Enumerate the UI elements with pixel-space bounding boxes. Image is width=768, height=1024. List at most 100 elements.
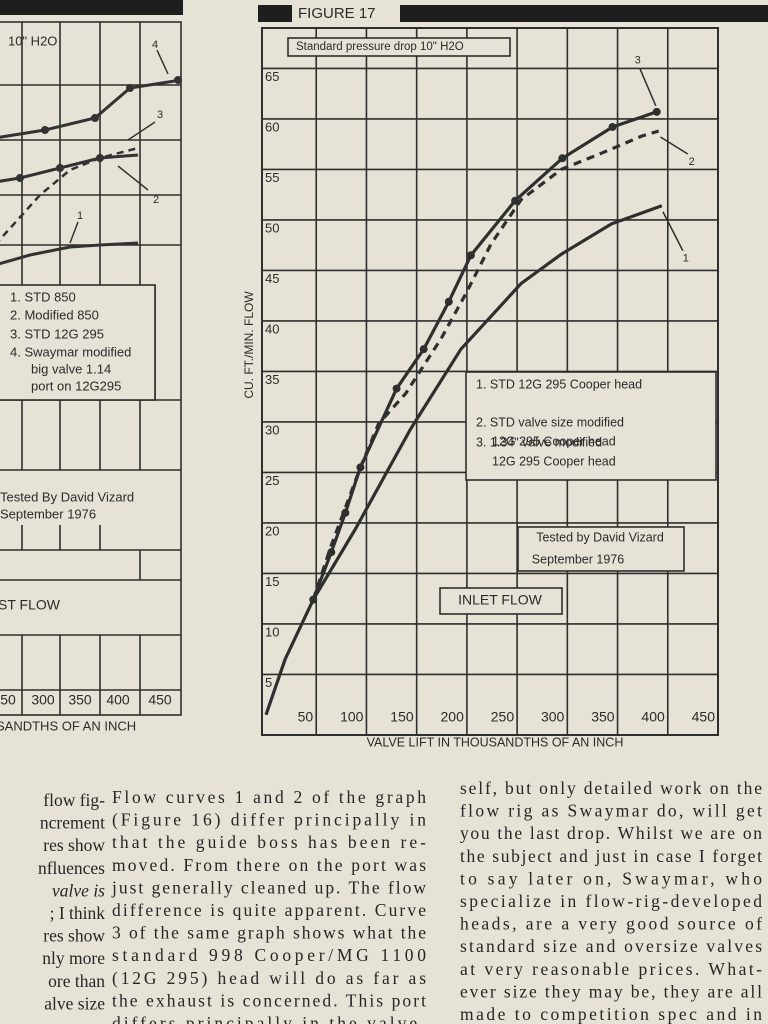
body-line: ; I think — [50, 903, 106, 923]
body-line: that the guide boss has been re- — [112, 832, 426, 852]
y-axis-label: CU. FT./MIN. FLOW — [242, 291, 256, 399]
body-line: at very reasonable prices. What- — [460, 959, 762, 979]
legend-entry: 4. Swaymar modified — [10, 344, 131, 359]
figure-16 — [0, 0, 183, 716]
curve-arrow — [659, 136, 689, 155]
y-tick-label: 20 — [265, 523, 279, 538]
body-line: ncrement — [40, 813, 105, 833]
data-point — [356, 463, 365, 472]
figure-16-header-bar — [0, 0, 183, 15]
x-tick-label: 250 — [491, 709, 515, 725]
chart-title: FIGURE 17 — [298, 5, 376, 22]
x-tick-label: 50 — [298, 709, 314, 725]
body-line: valve is — [52, 880, 105, 900]
curve-label: 4 — [152, 39, 158, 51]
figure-16-texts: 10" H2O 4 3 2 1 1. STD 850 2. Modified 8… — [0, 33, 172, 733]
body-line: differs principally in the valve- — [112, 1013, 426, 1024]
figure-16-note-box — [0, 480, 155, 525]
x-tick-label: 300 — [541, 709, 565, 725]
figure-16-frame — [0, 21, 182, 716]
x-tick-label: 400 — [641, 709, 665, 725]
data-point — [341, 508, 350, 517]
figure-16-curve — [0, 241, 139, 266]
legend-entry: 1. STD 850 — [10, 289, 76, 304]
body-line: moved. From there on the port was — [112, 855, 426, 875]
figure-16-curve — [0, 146, 139, 242]
figure-header-bar — [400, 5, 768, 22]
body-line: standard size and oversize valves — [460, 936, 762, 956]
figure-16-marker — [96, 154, 104, 162]
body-line: standard 998 Cooper/MG 1100 — [112, 945, 426, 965]
body-line: difference is quite apparent. Curve — [112, 900, 426, 920]
data-point — [392, 384, 401, 393]
curve-label: 2 — [689, 156, 695, 168]
subtitle-box — [287, 37, 511, 57]
x-axis-label: VALVE LIFT IN THOUSANDTHS OF AN INCH — [367, 735, 624, 749]
x-tick-label: 350 — [68, 692, 92, 708]
legend-entry: 1. STD 12G 295 Cooper head — [476, 377, 642, 391]
body-line: ever size they may be, they are all — [460, 981, 762, 1001]
x-tick-label: 350 — [591, 709, 615, 725]
body-line: (12G 295) head will do as far as — [112, 968, 426, 988]
body-line: specialize in flow-rig-developed — [460, 891, 762, 911]
y-tick-label: 15 — [265, 574, 279, 589]
body-line: 3 of the same graph shows what the — [112, 923, 426, 943]
y-tick-label: 25 — [265, 473, 279, 488]
y-tick-label: 60 — [265, 119, 279, 134]
y-tick-label: 30 — [265, 422, 279, 437]
legend-entry: 3. 1.34" valve modified — [476, 435, 602, 449]
legend-entry: 12G 295 Cooper head — [492, 434, 616, 448]
figure-16-curve — [0, 78, 182, 139]
chart: 5 10 15 20 25 30 35 40 45 50 55 60 65 50 100 150 200 250 3… — [242, 27, 719, 749]
test-date: September 1976 — [0, 506, 96, 521]
data-point — [327, 548, 336, 557]
curve-arrow — [662, 211, 684, 252]
legend-entry: port on 12G295 — [31, 378, 121, 393]
flow-label-box — [439, 587, 563, 615]
tested-by: Tested by David Vizard — [536, 530, 664, 544]
y-tick-label: 50 — [265, 220, 279, 235]
test-date: September 1976 — [532, 552, 624, 566]
body-line: made to competition spec and in — [460, 1004, 762, 1024]
body-line: flow rig as Swaymar do, will get — [460, 801, 762, 821]
figure-header-block — [258, 5, 292, 22]
data-point — [511, 196, 520, 205]
arrow — [117, 165, 149, 191]
data-point — [466, 251, 475, 260]
y-tick-label: 45 — [265, 271, 279, 286]
x-tick-label: 300 — [31, 692, 55, 708]
body-line: nfluences — [38, 858, 105, 878]
curve-arrow — [639, 68, 657, 107]
body-line: nly more — [42, 948, 105, 968]
body-line: to say later on, Swaymar, who — [460, 868, 762, 888]
y-tick-label: 40 — [265, 321, 279, 336]
figure-16-marker — [174, 76, 182, 84]
series-line — [311, 110, 658, 601]
flow-label: INLET FLOW — [458, 592, 543, 608]
data-point — [444, 297, 453, 306]
figure-16-marker — [16, 174, 24, 182]
tested-by: Tested By David Vizard — [0, 489, 134, 504]
figure-16-marker — [41, 126, 49, 134]
y-tick-label: 10 — [265, 624, 279, 639]
body-line: the subject and just in case I forget — [460, 846, 762, 866]
y-tick-label: 55 — [265, 170, 279, 185]
body-line: flow fig- — [43, 790, 105, 810]
body-line: alve size — [44, 993, 105, 1013]
curve-label: 3 — [635, 55, 641, 67]
flow-label: ST FLOW — [0, 597, 61, 613]
body-line: Flow curves 1 and 2 of the graph — [112, 787, 426, 807]
x-tick-label: 450 — [692, 709, 716, 725]
x-axis-label: SANDTHS OF AN INCH — [0, 718, 136, 733]
body-line: ore than — [48, 971, 105, 991]
figure-16-subtitle: 10" H2O — [8, 33, 57, 48]
series-line — [264, 204, 663, 716]
y-tick-label: 35 — [265, 372, 279, 387]
body-line: res show — [43, 835, 105, 855]
data-point — [419, 345, 428, 354]
curve-label: 1 — [683, 253, 689, 265]
note-box — [517, 526, 685, 572]
chart-subtitle: Standard pressure drop 10" H2O — [296, 41, 464, 53]
